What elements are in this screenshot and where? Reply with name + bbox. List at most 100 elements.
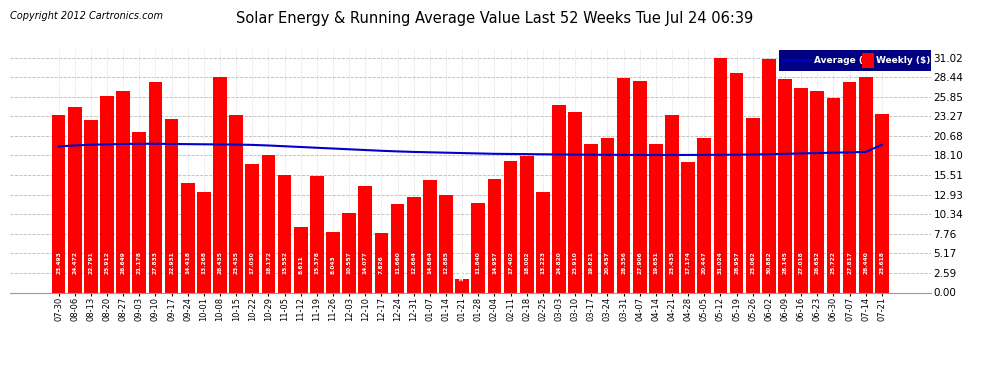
Text: 14.077: 14.077 <box>362 251 368 274</box>
Text: 23.435: 23.435 <box>669 251 674 274</box>
Bar <box>471 203 485 292</box>
Bar <box>197 192 211 292</box>
Bar <box>326 232 340 292</box>
Text: 19.651: 19.651 <box>653 251 658 274</box>
Text: 1.802: 1.802 <box>459 262 464 281</box>
Text: 28.435: 28.435 <box>218 251 223 274</box>
Text: Weekly ($): Weekly ($) <box>876 56 931 65</box>
Text: 22.931: 22.931 <box>169 251 174 274</box>
Text: 14.957: 14.957 <box>492 251 497 274</box>
Bar <box>536 192 549 292</box>
Text: 23.618: 23.618 <box>879 251 884 274</box>
Bar <box>51 115 65 292</box>
Bar <box>745 118 759 292</box>
Bar <box>181 183 195 292</box>
Bar <box>246 164 259 292</box>
Text: 14.864: 14.864 <box>428 251 433 274</box>
Text: 15.378: 15.378 <box>315 251 320 274</box>
Bar <box>698 138 711 292</box>
Bar <box>455 279 469 292</box>
Text: 13.223: 13.223 <box>541 251 545 274</box>
Bar <box>552 105 566 292</box>
Bar <box>343 213 356 292</box>
Text: 23.910: 23.910 <box>572 251 578 274</box>
Text: 25.722: 25.722 <box>831 251 836 274</box>
Text: 23.493: 23.493 <box>56 251 61 274</box>
Bar <box>665 115 679 292</box>
Text: 21.178: 21.178 <box>137 251 142 274</box>
Text: 13.268: 13.268 <box>201 251 206 274</box>
Bar <box>164 119 178 292</box>
FancyBboxPatch shape <box>779 50 931 70</box>
Bar <box>859 77 872 292</box>
Text: 24.820: 24.820 <box>556 251 561 274</box>
Text: 25.912: 25.912 <box>105 251 110 274</box>
Text: 14.418: 14.418 <box>185 251 190 274</box>
Bar <box>358 186 372 292</box>
Bar <box>230 115 243 292</box>
Bar <box>714 58 728 292</box>
Bar <box>617 78 631 292</box>
Text: 28.145: 28.145 <box>782 251 787 274</box>
Bar <box>520 156 534 292</box>
Text: 22.791: 22.791 <box>88 251 93 274</box>
Text: 7.826: 7.826 <box>379 255 384 274</box>
Text: 15.552: 15.552 <box>282 251 287 274</box>
Text: 27.833: 27.833 <box>153 251 158 274</box>
Text: 30.882: 30.882 <box>766 251 771 274</box>
Text: 11.660: 11.660 <box>395 251 400 274</box>
Text: 28.957: 28.957 <box>735 251 740 274</box>
Text: 31.024: 31.024 <box>718 251 723 274</box>
Text: 19.621: 19.621 <box>589 251 594 274</box>
Bar <box>391 204 405 292</box>
Bar <box>440 195 452 292</box>
Bar <box>488 179 501 292</box>
Text: 12.885: 12.885 <box>444 251 448 274</box>
FancyBboxPatch shape <box>861 53 873 68</box>
Bar <box>794 88 808 292</box>
Bar <box>730 73 743 292</box>
Bar <box>601 138 615 292</box>
Text: 27.018: 27.018 <box>799 251 804 274</box>
Bar <box>213 77 227 292</box>
Text: 11.840: 11.840 <box>476 251 481 274</box>
Text: 23.062: 23.062 <box>750 251 755 274</box>
Text: 28.356: 28.356 <box>621 251 626 274</box>
Text: 28.440: 28.440 <box>863 251 868 274</box>
Bar <box>116 91 130 292</box>
Bar <box>423 180 437 292</box>
Text: 17.402: 17.402 <box>508 251 513 274</box>
Text: 18.172: 18.172 <box>266 251 271 274</box>
Text: Average ($): Average ($) <box>814 56 873 65</box>
Bar <box>811 91 825 292</box>
Bar <box>278 175 291 292</box>
Bar <box>84 120 98 292</box>
Bar <box>100 96 114 292</box>
Text: 23.435: 23.435 <box>234 251 239 274</box>
Text: 17.174: 17.174 <box>686 251 691 274</box>
Bar <box>584 144 598 292</box>
Text: Solar Energy & Running Average Value Last 52 Weeks Tue Jul 24 06:39: Solar Energy & Running Average Value Las… <box>237 11 753 26</box>
Bar <box>261 155 275 292</box>
Text: 17.030: 17.030 <box>249 251 254 274</box>
Text: 8.043: 8.043 <box>331 255 336 274</box>
Bar <box>649 144 662 292</box>
Bar <box>875 114 889 292</box>
Text: 20.457: 20.457 <box>605 251 610 274</box>
Bar <box>827 98 841 292</box>
Text: 18.002: 18.002 <box>525 251 530 274</box>
Bar <box>407 196 421 292</box>
Text: 27.906: 27.906 <box>638 251 643 274</box>
Bar <box>681 162 695 292</box>
Bar <box>633 81 646 292</box>
Bar <box>294 227 308 292</box>
Text: 27.817: 27.817 <box>847 251 852 274</box>
Text: 8.611: 8.611 <box>298 255 303 274</box>
Bar <box>504 161 518 292</box>
Text: 12.664: 12.664 <box>411 251 416 274</box>
Bar <box>568 111 582 292</box>
Bar <box>310 176 324 292</box>
Bar <box>148 82 162 292</box>
Bar <box>762 59 776 292</box>
Bar <box>133 132 147 292</box>
